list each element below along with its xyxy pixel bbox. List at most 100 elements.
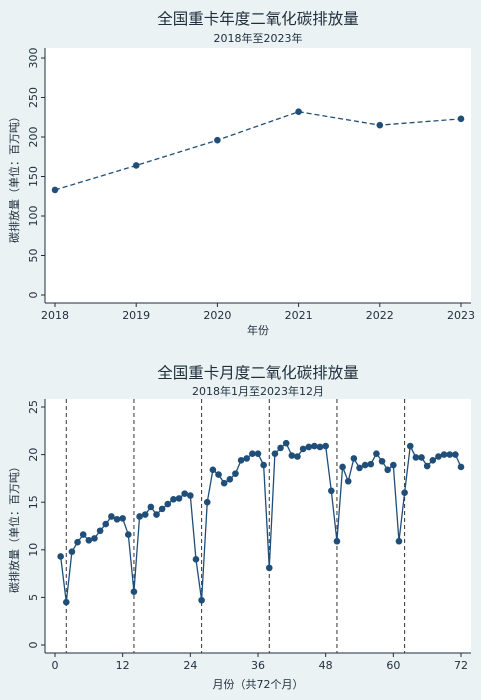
data-point [322,442,329,450]
data-point [243,455,251,462]
data-point [376,121,384,129]
x-tick-label: 36 [251,659,265,672]
data-point [181,490,188,497]
data-point [305,443,313,451]
data-point [277,444,284,452]
annual-series [51,108,465,194]
annual-x-axis-label: 年份 [247,323,269,337]
annual-chart: 全国重卡年度二氧化碳排放量 2018年至2023年 碳排放量（单位：百万吨） 年… [7,10,475,337]
data-point [288,452,296,459]
data-point [232,470,239,477]
data-point [412,454,420,461]
data-point [395,537,403,545]
monthly-series [57,399,465,653]
x-tick-label: 2019 [122,309,150,322]
data-point [271,450,279,457]
data-point [226,476,234,483]
data-point [457,463,465,471]
data-point [164,500,172,508]
y-tick-label: 5 [27,594,40,601]
data-point [406,442,414,450]
x-tick-label: 2023 [447,309,475,322]
series-line [54,111,462,191]
y-tick-label: 250 [27,87,40,108]
data-point [62,598,70,606]
annual-axes: 0 50 100 150 200 250 300 2018 2019 2020 2021 2022 20… [27,48,475,323]
data-point [367,460,375,468]
y-tick-label: 200 [27,127,40,148]
data-point [423,462,431,470]
monthly-chart-subtitle: 2018年1月至2023年12月 [192,384,324,398]
data-point [249,450,256,457]
data-point [220,479,228,487]
data-point [265,564,273,572]
data-point [203,498,211,506]
data-point [401,489,408,496]
data-point [170,496,177,503]
y-tick-label: 15 [27,495,40,509]
data-point [113,516,121,523]
monthly-axes: 0 5 10 15 20 25 0 12 24 36 48 60 72 [27,399,471,672]
data-point [390,461,397,469]
x-tick-label: 60 [386,659,400,672]
x-tick-label: 2018 [41,309,69,322]
data-point [57,553,64,560]
data-point [316,443,324,451]
x-tick-label: 48 [319,659,333,672]
data-point [175,495,183,502]
x-tick-label: 24 [183,659,197,672]
data-point [132,162,140,169]
data-point [68,548,76,556]
data-point [295,108,302,116]
data-point [339,463,346,471]
data-point [237,457,245,464]
data-point [158,505,166,513]
data-point [254,450,262,457]
data-point [452,451,459,458]
data-point [333,537,341,545]
y-tick-label: 10 [27,543,40,557]
data-point [147,503,155,511]
annual-chart-title: 全国重卡年度二氧化碳排放量 [157,10,359,28]
data-point [373,450,380,457]
annual-y-axis-label: 碳排放量（单位：百万吨） [7,111,21,243]
data-point [102,520,110,528]
y-tick-label: 20 [27,448,40,462]
data-point [130,588,138,595]
data-point [153,511,160,518]
data-point [141,511,149,518]
data-point [384,466,391,474]
data-point [350,455,358,462]
x-tick-label: 2021 [285,309,313,322]
data-point [457,115,465,123]
data-point [214,136,221,144]
y-tick-label: 25 [27,400,40,414]
data-point [260,461,267,469]
y-tick-label: 50 [27,249,40,263]
data-point [344,477,352,485]
data-point [294,453,301,460]
y-tick-label: 150 [27,166,40,187]
monthly-chart-title: 全国重卡月度二氧化碳排放量 [157,364,359,382]
data-point [51,186,59,194]
data-point [215,471,222,478]
data-point [299,445,307,453]
data-point [96,527,104,535]
x-tick-label: 2022 [366,309,394,322]
data-point [79,531,87,538]
data-point [429,457,437,464]
data-point [361,461,369,469]
data-point [328,487,335,495]
data-point [125,531,132,538]
x-tick-label: 12 [116,659,130,672]
data-point [198,596,205,604]
y-tick-label: 0 [27,292,40,299]
data-point [311,442,318,450]
data-point [209,466,217,474]
y-tick-label: 300 [27,48,40,69]
data-point [282,439,290,447]
data-point [440,451,448,458]
data-point [91,535,98,542]
x-tick-label: 2020 [203,309,231,322]
